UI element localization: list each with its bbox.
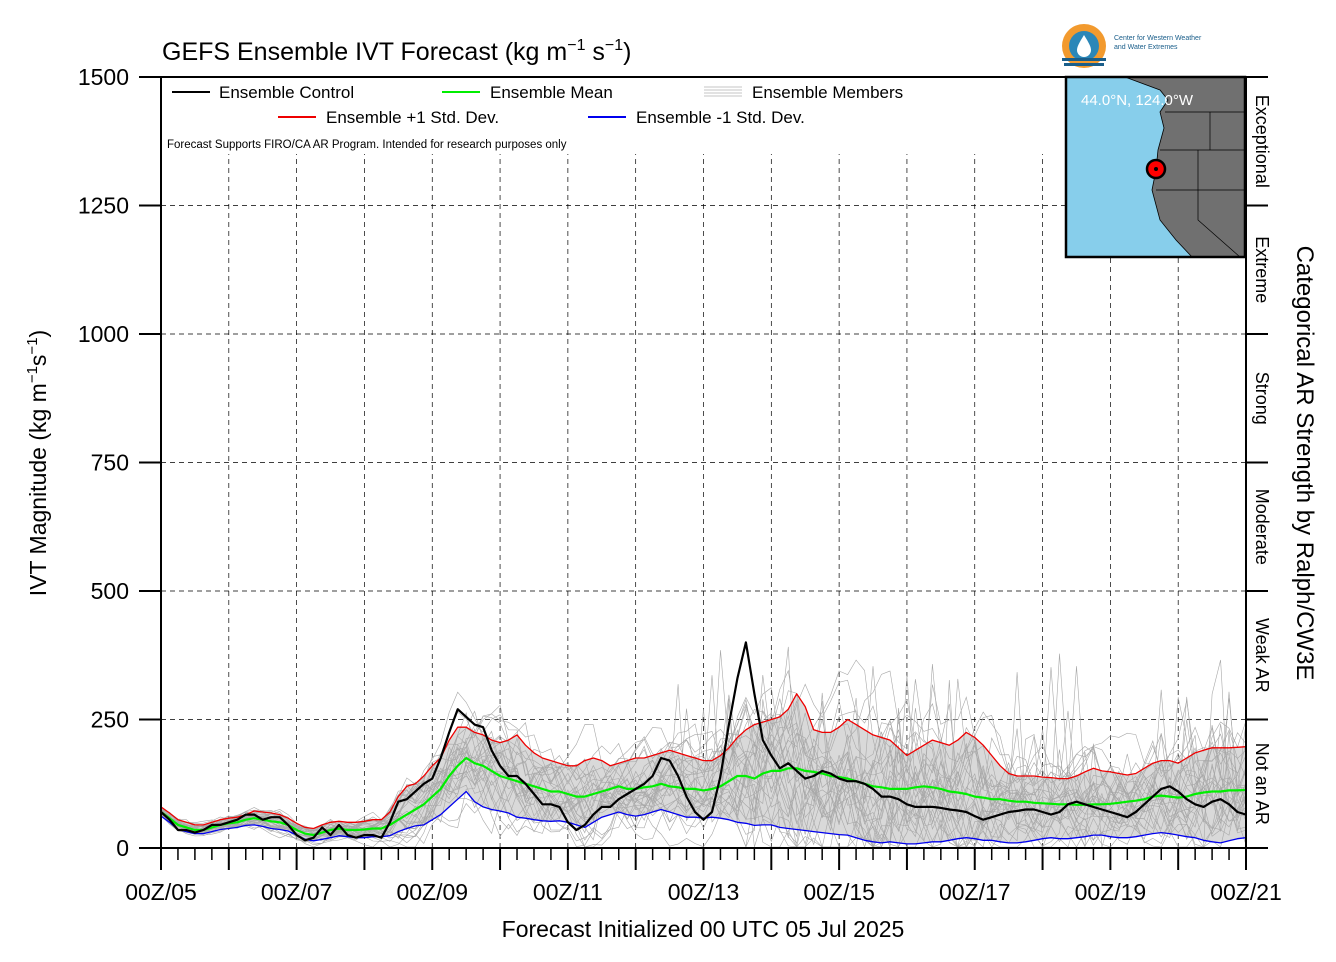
title-part: ) [623,38,631,66]
map-land [1124,77,1245,257]
y-axis-label: IVT Magnitude (kg m−1s−1) [24,330,51,596]
x-tick-label: 00Z/09 [396,879,468,905]
ensemble-member-line [161,679,1246,848]
axes: 0 250 500 750 1000 1250 1500 00Z/05 00Z/07 00Z/09… [78,64,1282,905]
ensemble-series [161,641,1246,845]
minus-std-dev-line [161,790,1246,845]
title-part: s [585,38,604,66]
logo-line-2: and Water Extremes [1114,44,1178,51]
y-tick-label: 250 [91,707,129,733]
legend-label-minus-std: Ensemble -1 Std. Dev. [636,108,805,127]
y-tick-label: 1250 [78,193,129,219]
ensemble-control-line [161,641,1246,842]
chart-title: GEFS Ensemble IVT Forecast (kg m−1 s−1) [162,37,632,66]
ar-category-label: Not an AR [1252,743,1272,825]
y-tick-label: 1000 [78,321,129,347]
legend-label-control: Ensemble Control [219,83,354,102]
location-marker-center [1154,167,1158,171]
x-tick-label: 00Z/05 [125,879,197,905]
ar-category-labels: Not an AR Weak AR Moderate Strong Extreme Exc… [1246,76,1272,849]
x-tick-label: 00Z/07 [261,879,333,905]
map-location-label: 44.0°N, 124.0°W [1081,92,1194,109]
x-tick-label: 00Z/15 [803,879,875,905]
x-tick-label: 00Z/19 [1075,879,1147,905]
x-tick-label: 00Z/21 [1210,879,1282,905]
ensemble-member-line [161,691,1246,848]
grid-lines [161,154,1246,848]
x-tick-label: 00Z/17 [939,879,1011,905]
ar-category-label: Moderate [1252,489,1272,565]
ar-category-label: Exceptional [1252,95,1272,188]
plus-std-dev-line [161,693,1246,830]
legend-label-members: Ensemble Members [752,83,903,102]
title-superscript: −1 [567,37,585,54]
y-tick-label: 500 [91,578,129,604]
logo-wave [1064,63,1104,66]
logo-line-1: Center for Western Weather [1114,35,1202,42]
map-borders [1156,111,1245,257]
legend: Ensemble Control Ensemble Mean Ensemble … [166,80,966,154]
research-note: Forecast Supports FIRO/CA AR Program. In… [167,139,567,151]
x-tick-label: 00Z/11 [533,879,603,905]
ar-category-label: Weak AR [1252,618,1272,693]
legend-label-mean: Ensemble Mean [490,83,613,102]
inset-map: 44.0°N, 124.0°W [1064,75,1247,259]
right-axis-label: Categorical AR Strength by Ralph/CW3E [1291,246,1318,681]
std-dev-band [161,693,1246,844]
y-tick-label: 750 [91,450,129,476]
title-part: GEFS Ensemble IVT Forecast (kg m [162,38,567,66]
ensemble-member-line [161,715,1246,848]
legend-label-plus-std: Ensemble +1 Std. Dev. [326,108,499,127]
title-superscript: −1 [605,37,623,54]
water-drop-icon [1077,35,1091,57]
ar-category-label: Extreme [1252,236,1272,303]
y-tick-label: 1500 [78,64,129,90]
ar-category-label: Strong [1252,372,1272,425]
map-lake [1150,100,1162,112]
cw3e-logo: Center for Western Weather and Water Ext… [1062,24,1202,68]
y-tick-label: 0 [116,835,129,861]
x-axis-label: Forecast Initialized 00 UTC 05 Jul 2025 [502,916,905,942]
legend-swatch-members [704,86,742,97]
ensemble-member-line [161,713,1246,848]
logo-wave [1062,58,1106,61]
ensemble-member-line [161,696,1246,848]
map-border [1064,75,1247,259]
x-tick-label: 00Z/13 [668,879,740,905]
ensemble-member-line [161,659,1246,848]
